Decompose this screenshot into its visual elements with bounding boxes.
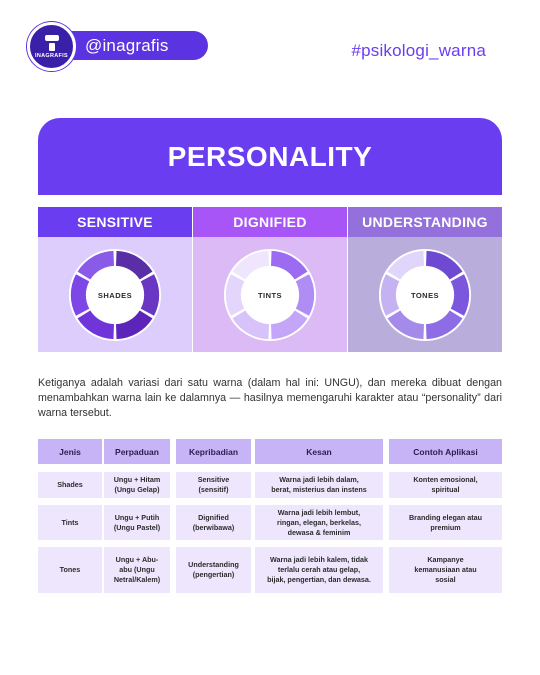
donut-segment <box>116 309 153 339</box>
donut-center <box>86 266 144 323</box>
donut-center <box>396 266 454 323</box>
logo-icon <box>44 34 59 51</box>
column-heading-sensitive: SENSITIVE <box>38 207 192 237</box>
donut-segment <box>271 309 308 339</box>
donut-label-tones: TONES <box>411 290 439 299</box>
brand-logo: INAGRAFIS <box>27 22 76 71</box>
table-header-cell: Jenis <box>38 439 102 464</box>
donut-label-shades: SHADES <box>98 290 132 299</box>
logo-text: INAGRAFIS <box>35 52 68 59</box>
table-cell: Ungu + Hitam (Ungu Gelap) <box>104 472 170 498</box>
donut-segment <box>295 273 315 316</box>
donut-segment <box>77 309 114 339</box>
donut-center <box>241 266 299 323</box>
column-panel-dignified: TINTS <box>193 237 347 352</box>
column-panel-sensitive: SHADES <box>38 237 192 352</box>
hashtag[interactable]: #psikologi_warna <box>351 41 486 60</box>
donut-segment <box>77 250 114 280</box>
table-header-cell: Kesan <box>255 439 383 464</box>
table-cell: Warna jadi lebih dalam, berat, misterius… <box>255 472 383 498</box>
table-cell: Tints <box>38 505 102 540</box>
donut-segment <box>387 250 424 280</box>
table-cell: Branding elegan atau premium <box>389 505 502 540</box>
donut-tones: TONES <box>378 248 472 341</box>
donut-segment <box>426 309 463 339</box>
column-heading-dignified: DIGNIFIED <box>193 207 347 237</box>
column-heading-understanding: UNDERSTANDING <box>348 207 502 237</box>
donut-segment <box>225 273 245 316</box>
donut-segment <box>232 309 269 339</box>
table-cell: Warna jadi lebih kalem, tidak terlalu ce… <box>255 547 383 593</box>
donut-segment <box>232 250 269 280</box>
table-header-cell: Perpaduan <box>104 439 170 464</box>
table-cell: Understanding (pengertian) <box>176 547 251 593</box>
donut-segment <box>387 309 424 339</box>
table-cell: Konten emosional, spiritual <box>389 472 502 498</box>
donut-segment <box>140 273 160 316</box>
donut-segment <box>116 250 153 280</box>
table-cell: Ungu + Abu- abu (Ungu Netral/Kalem) <box>104 547 170 593</box>
donut-shades: SHADES <box>68 248 162 341</box>
table-cell: Warna jadi lebih lembut, ringan, elegan,… <box>255 505 383 540</box>
table-cell: Sensitive (sensitif) <box>176 472 251 498</box>
donut-segment <box>450 273 470 316</box>
brand-handle[interactable]: @inagrafis <box>85 36 169 55</box>
donut-segment <box>380 273 400 316</box>
table-cell: Shades <box>38 472 102 498</box>
table-cell: Dignified (berwibawa) <box>176 505 251 540</box>
donut-segment <box>70 273 90 316</box>
title-banner: PERSONALITY <box>38 118 502 195</box>
table-header-cell: Contoh Aplikasi <box>389 439 502 464</box>
table-cell: Tones <box>38 547 102 593</box>
page-title: PERSONALITY <box>167 140 373 172</box>
table-header-cell: Kepribadian <box>176 439 251 464</box>
donut-segment <box>426 250 463 280</box>
table-cell: Ungu + Putih (Ungu Pastel) <box>104 505 170 540</box>
donut-label-tints: TINTS <box>258 290 282 299</box>
donut-tints: TINTS <box>223 248 317 341</box>
table-cell: Kampanye kemanusiaan atau sosial <box>389 547 502 593</box>
column-panel-understanding: TONES <box>348 237 502 352</box>
donut-segment <box>271 250 308 280</box>
description-paragraph: Ketiganya adalah variasi dari satu warna… <box>38 377 502 419</box>
